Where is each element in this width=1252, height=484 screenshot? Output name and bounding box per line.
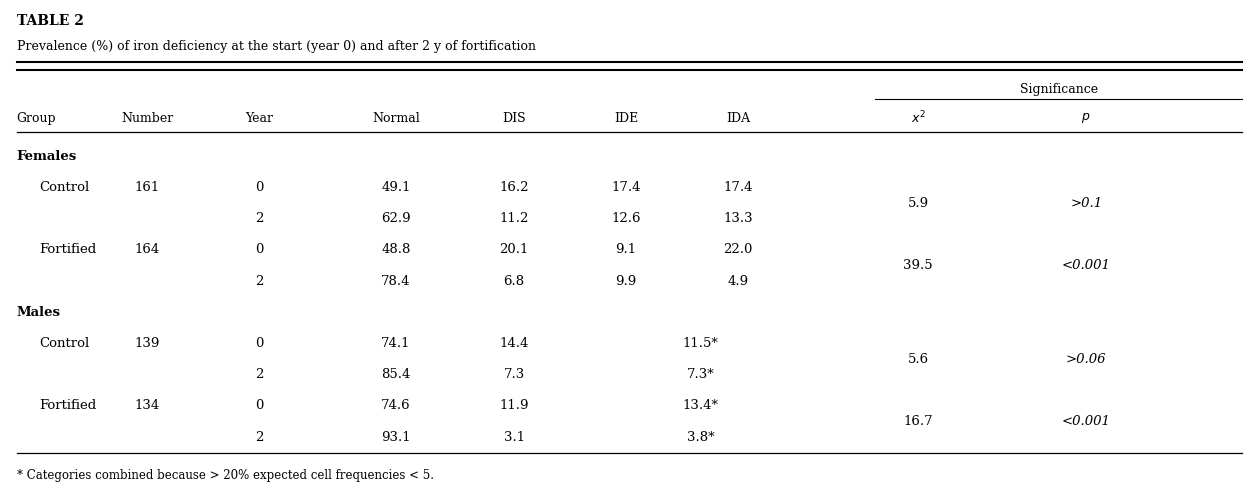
Text: 7.3*: 7.3* [687, 367, 715, 380]
Text: 0: 0 [255, 181, 263, 194]
Text: Normal: Normal [372, 111, 419, 124]
Text: 134: 134 [134, 398, 160, 411]
Text: Control: Control [39, 181, 89, 194]
Text: 20.1: 20.1 [500, 243, 528, 256]
Text: 16.7: 16.7 [904, 414, 933, 427]
Text: 5.6: 5.6 [908, 352, 929, 365]
Text: 9.1: 9.1 [616, 243, 636, 256]
Text: 139: 139 [134, 336, 160, 349]
Text: 2: 2 [255, 430, 263, 442]
Text: 12.6: 12.6 [611, 212, 641, 225]
Text: 4.9: 4.9 [727, 274, 749, 287]
Text: 78.4: 78.4 [381, 274, 411, 287]
Text: Prevalence (%) of iron deficiency at the start (year 0) and after 2 y of fortifi: Prevalence (%) of iron deficiency at the… [16, 40, 536, 53]
Text: <0.001: <0.001 [1062, 414, 1111, 427]
Text: 11.9: 11.9 [500, 398, 528, 411]
Text: Group: Group [16, 111, 56, 124]
Text: 0: 0 [255, 398, 263, 411]
Text: 16.2: 16.2 [500, 181, 528, 194]
Text: 39.5: 39.5 [904, 258, 933, 272]
Text: 0: 0 [255, 336, 263, 349]
Text: * Categories combined because > 20% expected cell frequencies < 5.: * Categories combined because > 20% expe… [16, 469, 433, 482]
Text: 2: 2 [255, 367, 263, 380]
Text: 17.4: 17.4 [611, 181, 641, 194]
Text: Number: Number [121, 111, 173, 124]
Text: 62.9: 62.9 [381, 212, 411, 225]
Text: 164: 164 [134, 243, 160, 256]
Text: Females: Females [16, 150, 76, 163]
Text: 93.1: 93.1 [381, 430, 411, 442]
Text: 161: 161 [134, 181, 160, 194]
Text: DIS: DIS [502, 111, 526, 124]
Text: Males: Males [16, 305, 60, 318]
Text: Fortified: Fortified [39, 398, 96, 411]
Text: Year: Year [245, 111, 273, 124]
Text: 74.6: 74.6 [381, 398, 411, 411]
Text: 11.2: 11.2 [500, 212, 528, 225]
Text: 2: 2 [255, 274, 263, 287]
Text: 17.4: 17.4 [724, 181, 752, 194]
Text: 74.1: 74.1 [381, 336, 411, 349]
Text: 0: 0 [255, 243, 263, 256]
Text: Significance: Significance [1019, 83, 1098, 96]
Text: 11.5*: 11.5* [682, 336, 719, 349]
Text: 7.3: 7.3 [503, 367, 525, 380]
Text: TABLE 2: TABLE 2 [16, 14, 84, 28]
Text: $x^2$: $x^2$ [910, 110, 925, 126]
Text: IDA: IDA [726, 111, 750, 124]
Text: 6.8: 6.8 [503, 274, 525, 287]
Text: Fortified: Fortified [39, 243, 96, 256]
Text: 5.9: 5.9 [908, 196, 929, 209]
Text: 48.8: 48.8 [382, 243, 411, 256]
Text: >0.06: >0.06 [1065, 352, 1107, 365]
Text: 13.4*: 13.4* [682, 398, 719, 411]
Text: 13.3: 13.3 [724, 212, 752, 225]
Text: 14.4: 14.4 [500, 336, 528, 349]
Text: $p$: $p$ [1082, 111, 1090, 125]
Text: 85.4: 85.4 [382, 367, 411, 380]
Text: >0.1: >0.1 [1070, 196, 1102, 209]
Text: 49.1: 49.1 [381, 181, 411, 194]
Text: 3.8*: 3.8* [687, 430, 715, 442]
Text: Control: Control [39, 336, 89, 349]
Text: <0.001: <0.001 [1062, 258, 1111, 272]
Text: 3.1: 3.1 [503, 430, 525, 442]
Text: 9.9: 9.9 [616, 274, 636, 287]
Text: 2: 2 [255, 212, 263, 225]
Text: 22.0: 22.0 [724, 243, 752, 256]
Text: IDE: IDE [613, 111, 639, 124]
